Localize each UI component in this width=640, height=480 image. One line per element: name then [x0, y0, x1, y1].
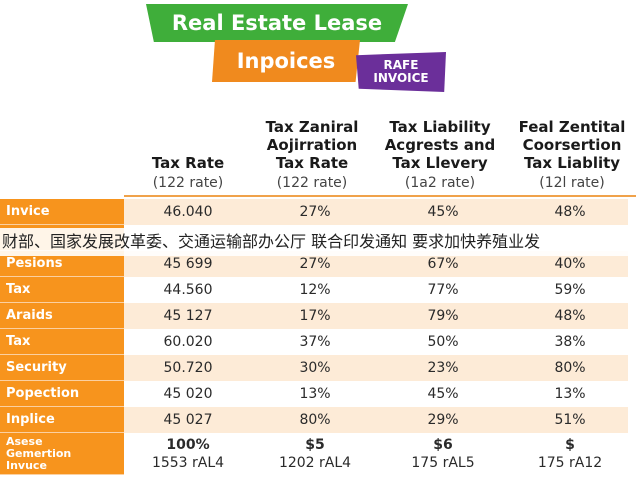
table-row: Tax 44.560 12% 77% 59%	[0, 277, 628, 303]
badge-line-2: INVOICE	[373, 71, 429, 85]
cell-bottom: 175 rAL5	[411, 455, 475, 471]
table-cell: 51%	[554, 412, 586, 428]
table-cell: 80%	[554, 360, 586, 376]
table-cell: 37%	[299, 334, 331, 350]
table-row: Araids 45 127 17% 79% 48%	[0, 303, 628, 329]
table-cell: 40%	[554, 256, 586, 272]
row-label: Invice	[0, 199, 124, 225]
table-cell: 80%	[299, 412, 331, 428]
column-header-3: Tax Liability Acgrests and Tax Llevery (…	[378, 118, 502, 192]
row-label: Inplice	[0, 407, 124, 433]
title-line-2: Inpoices	[212, 40, 360, 82]
table-cell: 13%	[299, 386, 331, 402]
table-cell: 45%	[427, 386, 459, 402]
table-row-summary: Asese Gemertion Invuce 100% 1553 rAL4 $5…	[0, 433, 628, 475]
table-cell: 100% 1553 rAL4	[124, 433, 252, 475]
cell-bottom: 175 rA12	[537, 455, 603, 471]
column-header-1: Tax Rate (122 rate)	[124, 154, 252, 192]
table-cell: 29%	[427, 412, 459, 428]
row-label-line: Invuce	[6, 458, 47, 472]
column-title: Tax Rate	[151, 154, 225, 172]
column-subtitle: (1a2 rate)	[404, 175, 476, 191]
invoice-badge: RAFE INVOICE	[356, 52, 446, 92]
badge-line-1: RAFE	[383, 58, 419, 72]
column-subtitle: (12l rate)	[539, 175, 605, 191]
table-cell: 30%	[299, 360, 331, 376]
table-cell: 38%	[554, 334, 586, 350]
table-cell: 44.560	[163, 282, 213, 298]
table-cell: 23%	[427, 360, 459, 376]
table-cell: 59%	[554, 282, 586, 298]
table-cell: $6 175 rAL5	[378, 433, 508, 475]
table-cell: 45 020	[163, 386, 213, 402]
cell-top: $5	[305, 437, 325, 453]
table-cell: 13%	[554, 386, 586, 402]
table-cell: 48%	[554, 308, 586, 324]
table-row: Invice 46.040 27% 45% 48%	[0, 199, 628, 225]
row-label-line: Gemertion	[6, 446, 72, 460]
table-cell: 48%	[554, 204, 586, 220]
column-header-4: Feal Zentital Coorsertion Tax Liablity (…	[508, 118, 636, 192]
table-cell: 79%	[427, 308, 459, 324]
news-ticker-overlay: 财部、国家发展改革委、交通运输部办公厅 联合印发通知 要求加快养殖业发	[0, 228, 640, 256]
row-label: Popection	[0, 381, 124, 407]
row-label: Security	[0, 355, 124, 381]
row-label-line: Asese	[6, 434, 43, 448]
row-label: Tax	[0, 277, 124, 303]
column-header-2: Tax Zaniral Aojirration Tax Rate (122 ra…	[252, 118, 372, 192]
cell-top: 100%	[166, 437, 210, 453]
column-subtitle: (122 rate)	[152, 175, 224, 191]
invoice-table: Invice 46.040 27% 45% 48% Pesions 45 699…	[0, 199, 628, 475]
title-line-1: Real Estate Lease	[146, 4, 408, 42]
column-title: Feal Zentital Coorsertion Tax Liablity	[518, 118, 626, 172]
cell-bottom: 1202 rAL4	[278, 455, 352, 471]
table-cell: 77%	[427, 282, 459, 298]
header-divider	[124, 195, 636, 197]
table-cell: 50.720	[163, 360, 213, 376]
table-cell: 46.040	[163, 204, 213, 220]
table-cell: 45 699	[163, 256, 213, 272]
row-label: Asese Gemertion Invuce	[0, 433, 124, 475]
column-subtitle: (122 rate)	[276, 175, 348, 191]
table-cell: 27%	[299, 256, 331, 272]
table-cell: 17%	[299, 308, 331, 324]
cell-bottom: 1553 rAL4	[151, 455, 225, 471]
table-cell: 27%	[299, 204, 331, 220]
column-title: Tax Liability Acgrests and Tax Llevery	[384, 118, 496, 172]
table-cell: 60.020	[163, 334, 213, 350]
table-cell: 67%	[427, 256, 459, 272]
row-label: Tax	[0, 329, 124, 355]
row-label: Araids	[0, 303, 124, 329]
table-cell: $5 1202 rAL4	[252, 433, 378, 475]
table-cell: 45 127	[163, 308, 213, 324]
table-cell: 45 027	[163, 412, 213, 428]
table-row: Inplice 45 027 80% 29% 51%	[0, 407, 628, 433]
table-row: Tax 60.020 37% 50% 38%	[0, 329, 628, 355]
table-cell: 50%	[427, 334, 459, 350]
table-row: Popection 45 020 13% 45% 13%	[0, 381, 628, 407]
cell-top: $6	[433, 437, 453, 453]
table-cell: 12%	[299, 282, 331, 298]
table-row: Security 50.720 30% 23% 80%	[0, 355, 628, 381]
cell-top: $	[565, 437, 575, 453]
column-title: Tax Zaniral Aojirration Tax Rate	[265, 118, 359, 172]
table-cell: $ 175 rA12	[508, 433, 632, 475]
table-cell: 45%	[427, 204, 459, 220]
